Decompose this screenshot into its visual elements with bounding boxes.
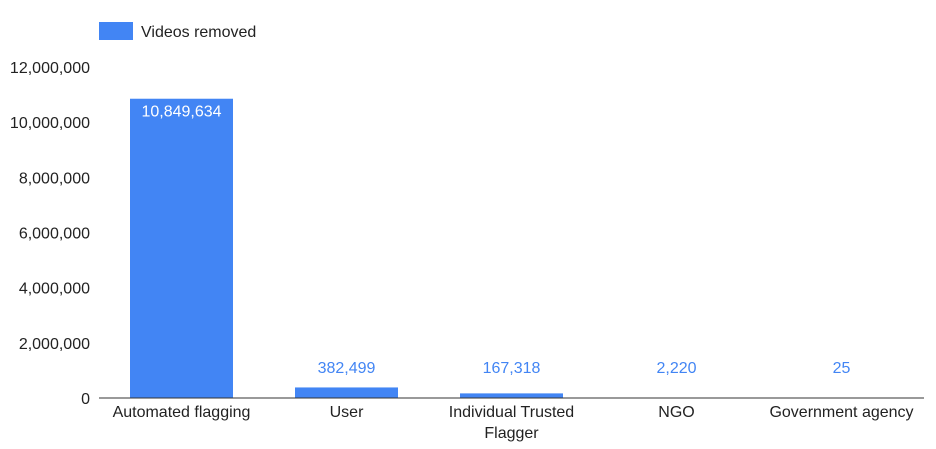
legend-swatch — [99, 22, 133, 40]
data-label: 25 — [833, 360, 851, 377]
y-tick-label: 8,000,000 — [19, 170, 90, 187]
y-tick-label: 0 — [81, 391, 90, 408]
y-tick-label: 4,000,000 — [19, 281, 90, 298]
bar — [460, 393, 563, 398]
x-tick-label-line: NGO — [658, 404, 694, 421]
y-tick-label: 2,000,000 — [19, 336, 90, 353]
y-tick-label: 10,000,000 — [10, 115, 90, 132]
x-tick-label: Automated flagging — [113, 404, 251, 421]
x-tick-label-line: Automated flagging — [113, 404, 251, 421]
data-label: 10,849,634 — [141, 104, 221, 121]
legend: Videos removed — [99, 22, 256, 41]
y-tick-label: 12,000,000 — [10, 60, 90, 77]
data-labels: 10,849,634 382,499 167,318 2,220 25 — [141, 104, 850, 377]
x-tick-label-line: Flagger — [484, 425, 539, 442]
x-axis: Automated flagging User Individual Trusted… — [99, 397, 924, 442]
x-tick-label-line: Government agency — [769, 404, 913, 421]
data-label: 382,499 — [318, 360, 376, 377]
legend-label-videos-removed: Videos removed — [141, 24, 256, 41]
y-axis: 0 2,000,000 4,000,000 6,000,000 8,000,000 10,… — [10, 60, 90, 408]
y-tick-label: 6,000,000 — [19, 226, 90, 243]
bar — [130, 98, 233, 398]
data-label: 2,220 — [656, 360, 696, 377]
x-tick-label: Government agency — [769, 404, 913, 421]
x-tick-label: Individual Trusted Flagger — [449, 404, 574, 442]
x-tick-label-line: User — [330, 404, 364, 421]
x-tick-label: User — [330, 404, 364, 421]
bars — [130, 98, 893, 398]
x-tick-label-line: Individual Trusted — [449, 404, 574, 421]
bar — [295, 387, 398, 398]
data-label: 167,318 — [483, 360, 541, 377]
x-tick-label: NGO — [658, 404, 694, 421]
